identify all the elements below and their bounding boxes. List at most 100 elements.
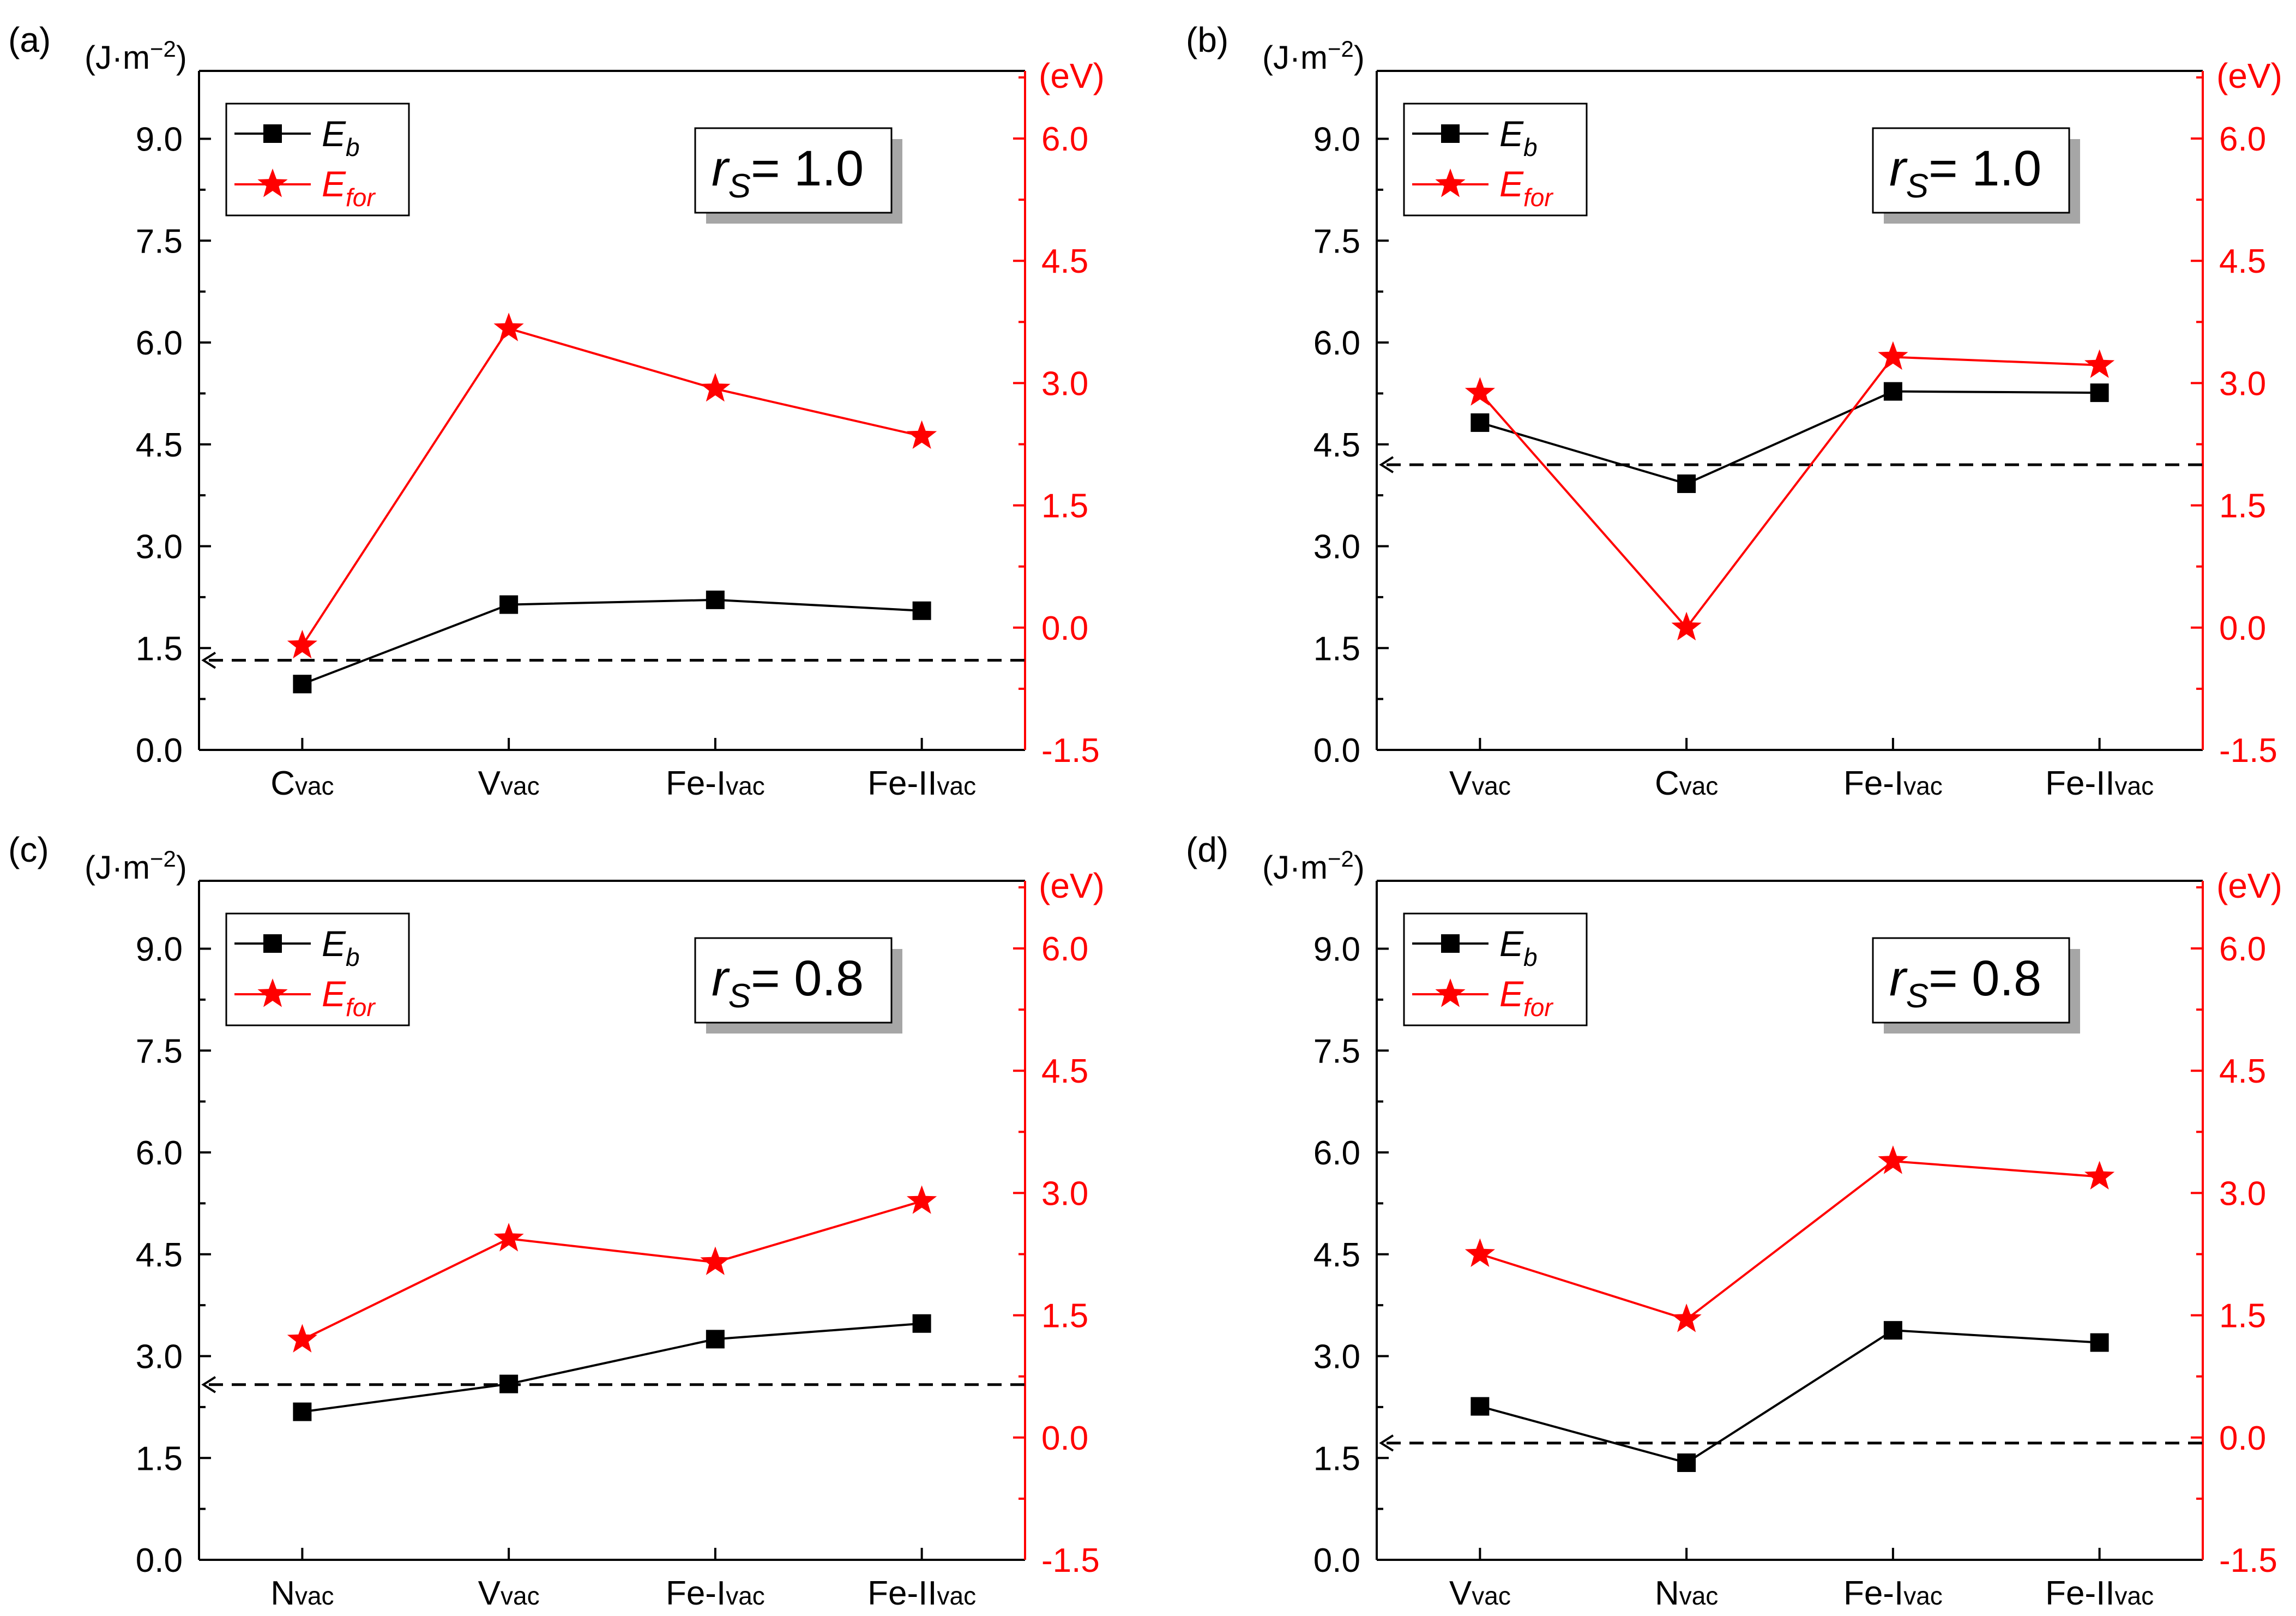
legend-eb-square — [263, 934, 282, 953]
series-line-eb — [302, 1322, 922, 1413]
left-tick-label: 1.5 — [1313, 630, 1360, 668]
x-tick-main: Fe-II — [2045, 765, 2114, 802]
rs-annotation: rS= 1.0 — [1889, 141, 2041, 205]
rs-value: = 1.0 — [1929, 141, 2041, 196]
chart-panel-b: (b) (J·m−2) (eV) 0.0 1.5 3.0 4.5 6.0 7.5 9.0 -1.5 0… — [1186, 20, 2282, 802]
panel-label: (d) — [1186, 830, 1228, 869]
series-line-efor — [302, 1200, 923, 1341]
legend-eb-main: E — [322, 923, 346, 964]
annotation-box — [1872, 937, 2070, 1024]
x-tick-main: V — [1449, 1575, 1472, 1612]
x-tick-sub: vac — [2115, 772, 2154, 800]
legend-efor-label: Efor — [1499, 974, 1553, 1022]
left-unit-sup: −2 — [1328, 846, 1354, 872]
legend-box — [1403, 912, 1588, 1026]
x-tick-main: C — [270, 765, 295, 802]
right-tick-label: 3.0 — [2219, 365, 2266, 403]
x-tick-main: Fe-I — [666, 1575, 726, 1612]
legend-eb-main: E — [1499, 113, 1524, 154]
legend-eb-main: E — [1499, 923, 1524, 964]
x-tick-label: Vvac — [1449, 1575, 1511, 1612]
annotation-box — [694, 127, 893, 214]
x-tick-main: Fe-II — [867, 765, 937, 802]
right-tick-label: 0.0 — [1041, 610, 1088, 647]
efor-marker-star — [1878, 1145, 1908, 1174]
legend-eb-main: E — [322, 113, 346, 154]
legend-box — [225, 103, 410, 217]
legend-eb-sub: b — [346, 943, 360, 971]
efor-marker-star — [2084, 1161, 2115, 1190]
chart-panel-d: (d) (J·m−2) (eV) 0.0 1.5 3.0 4.5 6.0 7.5 9.0 -1.5 0… — [1186, 830, 2282, 1612]
right-tick-label: 1.5 — [2219, 1297, 2266, 1335]
eb-marker-square — [912, 601, 931, 620]
x-tick-label: Fe-Ivac — [1843, 765, 1943, 802]
x-tick-main: N — [270, 1575, 295, 1612]
x-tick-main: N — [1655, 1575, 1679, 1612]
legend-eb-label: Eb — [1499, 113, 1538, 161]
eb-marker-square — [1677, 1453, 1696, 1472]
left-tick-label: 1.5 — [136, 630, 183, 668]
eb-marker-square — [912, 1314, 931, 1333]
legend-efor-sub: for — [1523, 993, 1553, 1022]
x-tick-main: C — [1655, 765, 1679, 802]
x-tick-sub: vac — [1472, 1582, 1511, 1610]
eb-marker-square — [1471, 413, 1490, 432]
left-tick-label: 9.0 — [1313, 931, 1360, 969]
right-tick-label: 0.0 — [2219, 610, 2266, 647]
reference-arrow-icon — [1379, 1434, 1394, 1452]
left-tick-label: 9.0 — [1313, 121, 1360, 159]
left-tick-label: 0.0 — [1313, 732, 1360, 770]
efor-marker-star — [493, 1223, 524, 1252]
x-tick-sub: vac — [501, 772, 540, 800]
x-tick-label: Vvac — [1449, 765, 1511, 802]
legend-efor-label: Efor — [322, 164, 376, 212]
eb-marker-square — [1677, 474, 1696, 493]
eb-marker-square — [706, 1330, 725, 1349]
left-unit-suffix: ) — [1354, 39, 1365, 76]
x-tick-sub: vac — [501, 1582, 540, 1610]
legend-efor-sub: for — [1523, 183, 1553, 212]
legend-efor-star — [257, 169, 288, 197]
series-line-eb — [1479, 390, 2100, 485]
legend-efor-label: Efor — [1499, 164, 1553, 212]
left-tick-label: 6.0 — [136, 325, 183, 362]
left-tick-label: 9.0 — [136, 931, 183, 969]
efor-marker-star — [1465, 377, 1495, 406]
panel-label: (c) — [8, 830, 49, 869]
x-tick-main: Fe-II — [2045, 1575, 2114, 1612]
left-unit-sup: −2 — [150, 36, 176, 62]
reference-arrow-icon — [1379, 456, 1394, 473]
left-tick-label: 6.0 — [1313, 1134, 1360, 1172]
x-tick-label: Fe-IIvac — [2045, 765, 2154, 802]
right-tick-label: -1.5 — [2219, 732, 2277, 770]
legend-efor-main: E — [1499, 164, 1524, 204]
legend-eb-label: Eb — [1499, 923, 1538, 971]
legend-eb-label: Eb — [322, 923, 360, 971]
right-tick-label: 3.0 — [2219, 1175, 2266, 1212]
left-tick-label: 9.0 — [136, 121, 183, 159]
x-tick-main: Fe-I — [666, 765, 726, 802]
legend-eb-sub: b — [1523, 133, 1538, 161]
left-tick-label: 4.5 — [1313, 1236, 1360, 1274]
right-axis-unit: (eV) — [1039, 866, 1105, 905]
x-tick-main: V — [1449, 765, 1472, 802]
x-tick-sub: vac — [1903, 772, 1943, 800]
right-tick-label: 4.5 — [1041, 1053, 1088, 1090]
right-axis-unit: (eV) — [2216, 56, 2282, 95]
series-line-efor — [1479, 356, 2100, 629]
x-tick-sub: vac — [1903, 1582, 1943, 1610]
right-tick-label: 6.0 — [2219, 930, 2266, 968]
reference-arrow-icon — [201, 1376, 216, 1393]
rs-value: = 0.8 — [751, 951, 864, 1006]
chart-panel-a: (a) (J·m−2) (eV) 0.0 1.5 3.0 4.5 6.0 7.5 9.0 -1.5 0… — [8, 20, 1105, 802]
left-unit-prefix: (J·m — [85, 849, 150, 886]
rs-symbol: r — [1889, 141, 1908, 196]
efor-marker-star — [1671, 1303, 1702, 1332]
rs-symbol: r — [712, 141, 730, 196]
x-tick-label: Vvac — [478, 765, 540, 802]
left-tick-label: 7.5 — [136, 223, 183, 260]
x-tick-label: Cvac — [1655, 765, 1718, 802]
series-line-eb — [1479, 1329, 2100, 1464]
right-tick-label: 1.5 — [1041, 488, 1088, 525]
legend-eb-square — [263, 124, 282, 143]
